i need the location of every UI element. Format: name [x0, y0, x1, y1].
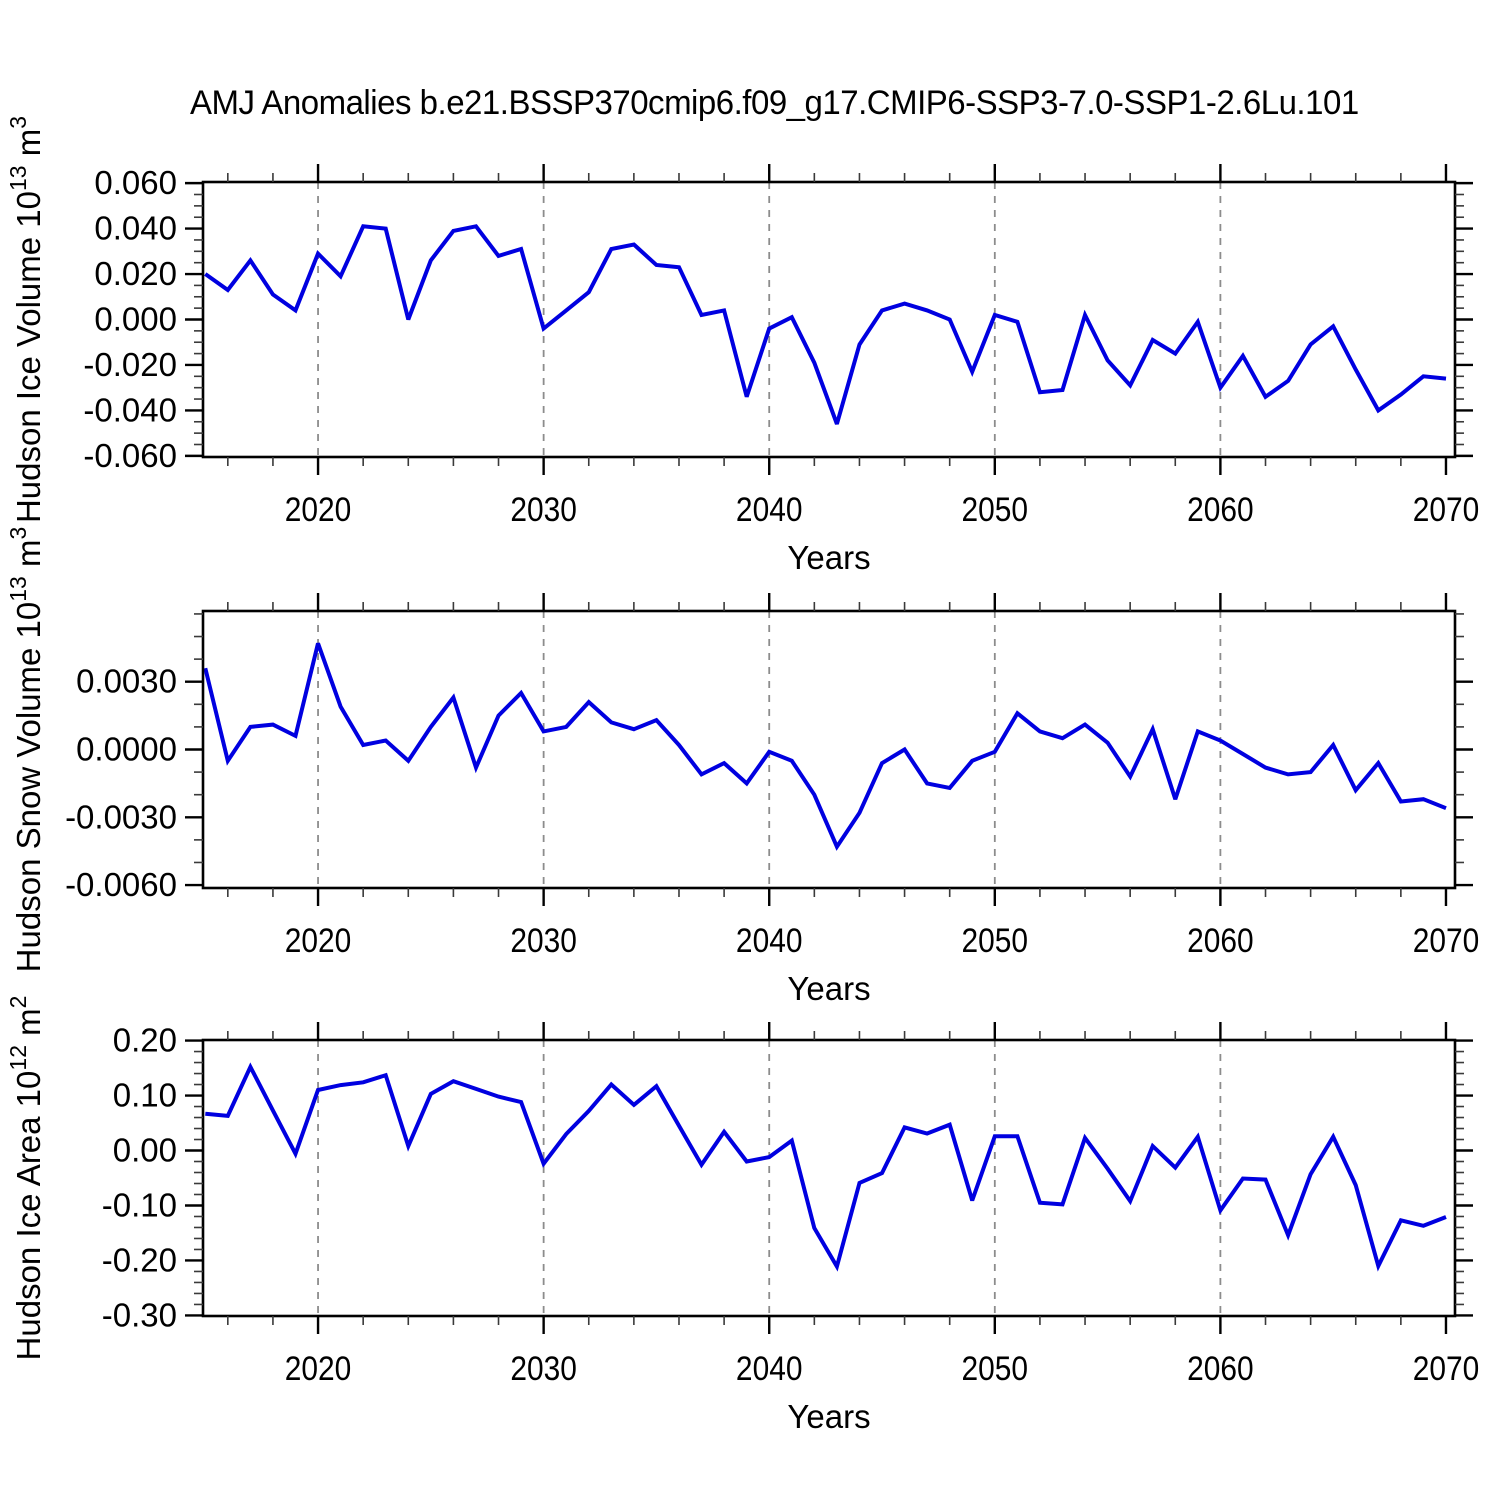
y-tick-label: -0.0060: [65, 866, 177, 903]
x-tick-label: 2050: [962, 921, 1029, 959]
plot-frame: [201, 609, 1457, 890]
x-tick-label: 2020: [285, 921, 352, 959]
y-axis-title: Hudson Ice Volume 1013 m3: [5, 116, 47, 523]
x-axis-title: Years: [787, 539, 870, 576]
y-axis-title: Hudson Ice Area 1012 m2: [5, 996, 47, 1361]
x-tick-label: 2030: [510, 1349, 577, 1387]
x-axis-title: Years: [787, 1398, 870, 1435]
y-tick-label: 0.040: [94, 210, 177, 247]
figure-title: AMJ Anomalies b.e21.BSSP370cmip6.f09_g17…: [190, 84, 1359, 122]
x-tick-label: 2020: [285, 490, 352, 528]
y-tick-label: -0.040: [83, 391, 177, 428]
panel-hudson-ice-volume: 0.060 0.040 0.020 0.000 -0.020 -0.040 -0.060 20…: [5, 116, 1479, 576]
x-tick-label: 2060: [1187, 1349, 1254, 1387]
y-tick-label: 0.00: [113, 1132, 177, 1169]
y-tick-label: -0.30: [102, 1296, 177, 1333]
y-tick-label: 0.10: [113, 1077, 177, 1114]
y-tick-label: 0.20: [113, 1022, 177, 1059]
panel-hudson-snow-volume: 0.0030 0.0000 -0.0030 -0.0060 2020 2030 2040 20…: [5, 527, 1479, 1007]
y-tick-label: 0.060: [94, 164, 177, 201]
y-tick-label: 0.020: [94, 255, 177, 292]
x-tick-label: 2050: [962, 1349, 1029, 1387]
x-tick-label: 2030: [510, 921, 577, 959]
y-tick-label: 0.0030: [76, 663, 177, 700]
series-line-hudson-ice-area: [205, 1062, 1447, 1272]
y-tick-label: -0.20: [102, 1241, 177, 1278]
plot-frame: [201, 180, 1457, 459]
series-line-hudson-snow-volume: [203, 642, 1447, 851]
y-tick-label: 0.0000: [76, 731, 177, 768]
y-axis-title: Hudson Snow Volume 1013 m3: [5, 527, 47, 973]
plot-frame: [201, 1038, 1457, 1318]
x-tick-label: 2050: [962, 490, 1029, 528]
x-tick-label: 2070: [1413, 1349, 1480, 1387]
x-tick-label: 2040: [736, 490, 803, 528]
y-tick-label: -0.020: [83, 346, 177, 383]
series-line-hudson-ice-volume: [204, 224, 1447, 425]
y-tick-label: -0.060: [83, 437, 177, 474]
x-tick-label: 2030: [510, 490, 577, 528]
x-axis-title: Years: [787, 970, 870, 1007]
y-tick-label: 0.000: [94, 301, 177, 338]
panel-hudson-ice-area: 0.20 0.10 0.00 -0.10 -0.20 -0.30 2020 2030 2040 2…: [5, 996, 1479, 1435]
x-tick-label: 2060: [1187, 921, 1254, 959]
x-tick-label: 2070: [1413, 921, 1480, 959]
y-tick-label: -0.0030: [65, 798, 177, 835]
x-tick-label: 2040: [736, 1349, 803, 1387]
x-tick-label: 2060: [1187, 490, 1254, 528]
x-tick-label: 2040: [736, 921, 803, 959]
y-tick-label: -0.10: [102, 1186, 177, 1223]
x-tick-label: 2070: [1413, 490, 1480, 528]
x-tick-label: 2020: [285, 1349, 352, 1387]
